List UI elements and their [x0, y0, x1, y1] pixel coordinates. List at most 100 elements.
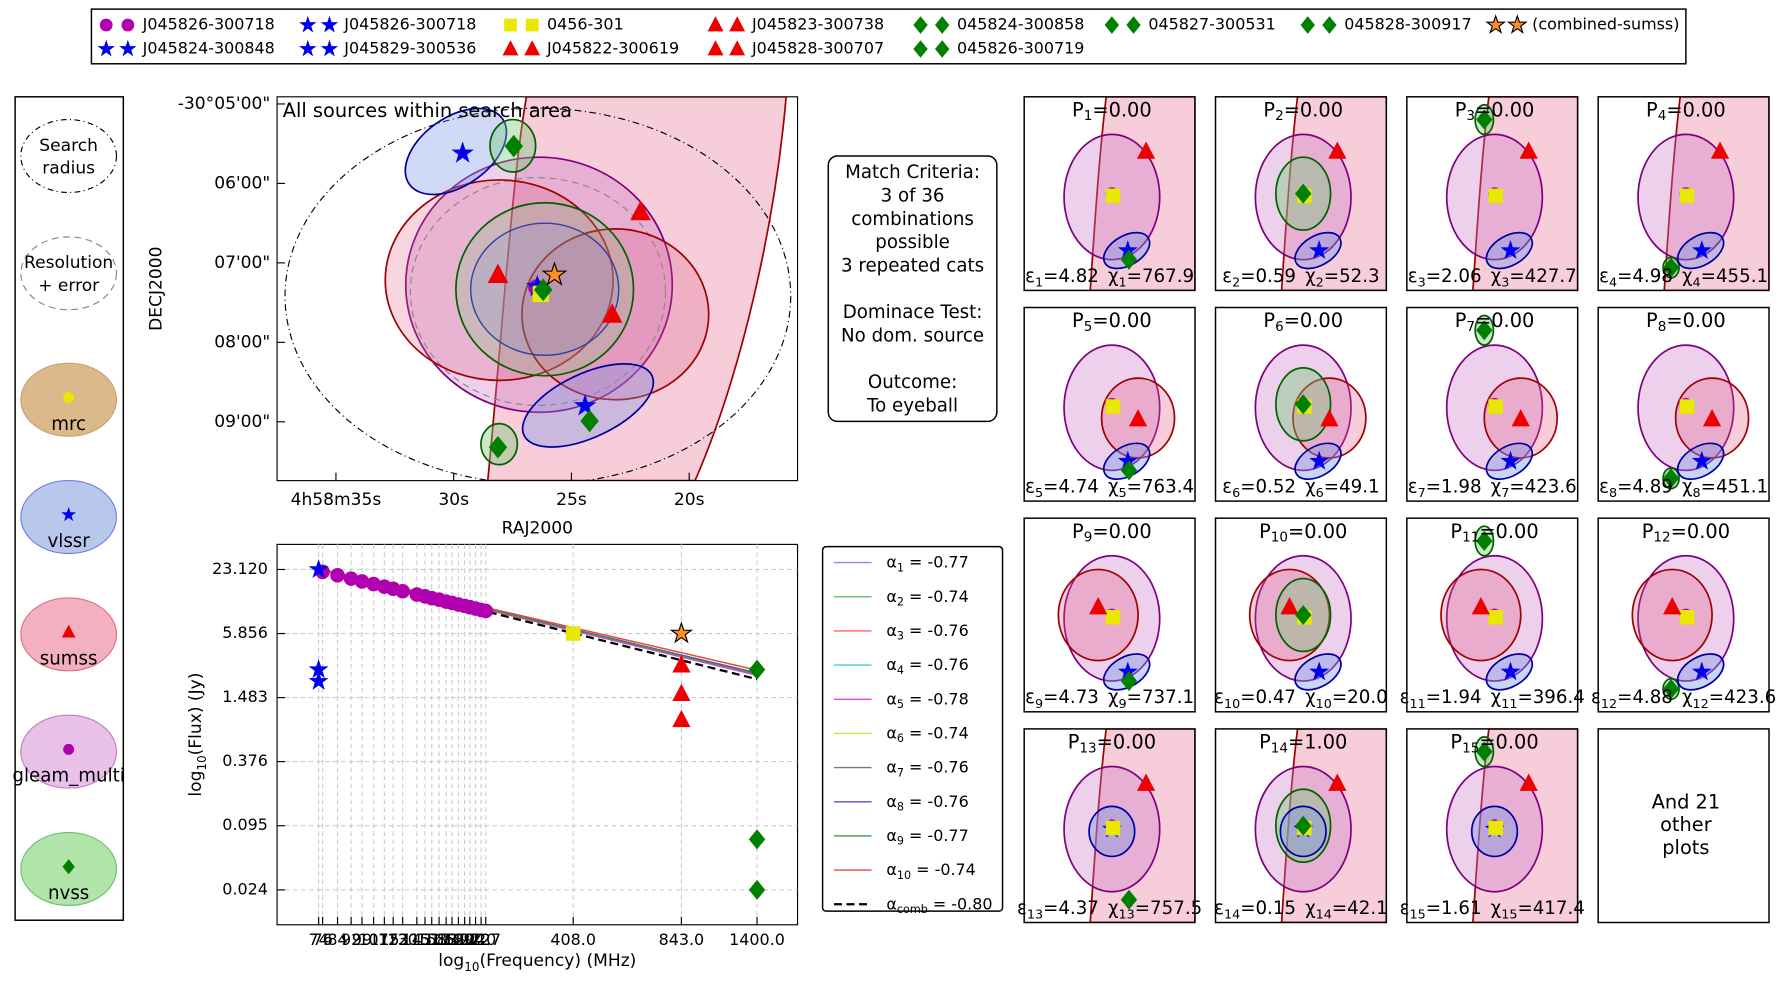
fit-stats-label: ε3=2.06 χ3=427.7 [1408, 266, 1577, 290]
key-label: nvss [48, 883, 89, 904]
text-part: =0.00 [1092, 98, 1151, 121]
x-tick-label: 181 [437, 930, 467, 949]
text-part: =737.1 [1127, 687, 1194, 708]
text-part: 14 [1271, 740, 1288, 756]
text-part: 3 [1418, 275, 1426, 290]
marker [1126, 16, 1141, 34]
y-tick-label: 0.024 [222, 879, 268, 898]
sumss-extent [1440, 568, 1522, 662]
marker [354, 574, 370, 589]
text-part: = -0.78 [904, 689, 969, 708]
marker [1488, 399, 1503, 414]
text-part: = -0.77 [904, 825, 969, 844]
position-axes [276, 96, 799, 482]
text-part: = -0.76 [904, 655, 969, 674]
marker [1136, 773, 1156, 791]
criteria-text: Dominace Test: [843, 302, 983, 323]
text-part: =423.6 [1709, 687, 1776, 708]
marker [672, 683, 691, 702]
text-part: =0.00 [1284, 309, 1343, 332]
y-tick-label: 23.120 [212, 559, 268, 578]
text-part: α [886, 757, 897, 776]
text-part: =42.1 [1332, 898, 1388, 919]
text-part: =451.1 [1701, 476, 1768, 497]
marker [1471, 597, 1490, 615]
probability-label: P7=0.00 [1455, 309, 1535, 335]
text-part: ε [1400, 898, 1410, 919]
marker [320, 15, 339, 33]
panel-frame [1597, 728, 1770, 924]
text-part: 14 [1316, 907, 1332, 922]
text-part: ε [1017, 898, 1027, 919]
combination-panel [1445, 314, 1559, 481]
text-part: 8 [897, 800, 904, 813]
marker [1128, 409, 1148, 427]
text-part: =1.94 [1426, 687, 1482, 708]
combination-panel [1637, 96, 1770, 291]
text-part: 3 [897, 630, 904, 643]
marker [729, 40, 746, 56]
panel-frame [1023, 96, 1196, 292]
fit-stats-label: ε4=4.98 χ4=455.1 [1599, 266, 1768, 290]
marker [1328, 141, 1347, 159]
marker [451, 141, 474, 163]
marker [1519, 773, 1538, 791]
marker [1105, 188, 1121, 204]
sumss-extent [1631, 568, 1713, 662]
text-part: =4.82 [1043, 266, 1099, 287]
x-tick-label: 122 [378, 930, 408, 949]
y-tick-label: 07'00" [214, 253, 270, 273]
match-criteria-box [827, 155, 998, 423]
marker [1295, 183, 1312, 204]
sumss-extent [1248, 568, 1331, 662]
text-part: = -0.76 [904, 791, 969, 810]
sed-axes [276, 543, 799, 926]
text-part: 1 [897, 561, 904, 574]
text-part: χ [1108, 476, 1119, 497]
text-part: comb [897, 903, 928, 916]
text-part: P [1072, 309, 1084, 332]
fit-legend-label: α6 = -0.74 [886, 723, 968, 745]
text-part: ε [1025, 266, 1035, 287]
text-part: =4.98 [1617, 266, 1673, 287]
text-part: 6 [897, 732, 904, 745]
text-part: α [886, 655, 897, 674]
text-part: χ [1108, 266, 1119, 287]
fit-legend-label: α4 = -0.76 [886, 655, 968, 677]
marker [308, 559, 329, 579]
fit-legend-label: α10 = -0.74 [886, 860, 975, 882]
probability-label: P5=0.00 [1072, 309, 1152, 335]
text-part: =1.98 [1426, 476, 1482, 497]
text-part: P [1646, 309, 1658, 332]
marker [1519, 141, 1538, 159]
marker [1280, 597, 1299, 615]
marker [1691, 240, 1712, 260]
text-part: =0.47 [1240, 687, 1296, 708]
text-part: = -0.74 [904, 586, 969, 605]
text-part: 5 [1119, 486, 1127, 501]
marker [1679, 399, 1695, 414]
text-part: 3 [1501, 275, 1509, 290]
x-tick-label: 408.0 [550, 930, 596, 949]
text-part: α [886, 620, 897, 639]
text-part: =455.1 [1701, 266, 1768, 287]
fit-stats-label: ε13=4.37 χ13=757.5 [1017, 898, 1202, 922]
x-tick-label: 1400.0 [729, 930, 785, 949]
text-part: P [1455, 98, 1467, 121]
x-tick-label: 143 [402, 930, 432, 949]
text-part: χ [1491, 266, 1502, 287]
x-tick-label: 74 [308, 930, 328, 949]
text-part: =0.00 [1475, 98, 1534, 121]
text-part: 10 [1224, 696, 1240, 711]
probability-label: P9=0.00 [1072, 519, 1152, 545]
text-part: 2 [897, 595, 904, 608]
marker [121, 18, 135, 32]
marker [1488, 820, 1503, 836]
text-part: 2 [1275, 108, 1284, 124]
probability-label: P6=0.00 [1263, 309, 1343, 335]
key-label: sumss [40, 648, 98, 669]
fit-stats-label: ε7=1.98 χ7=423.6 [1408, 476, 1577, 500]
y-axis-label: log10(Flux) (Jy) [186, 673, 208, 797]
marker [1476, 109, 1493, 130]
